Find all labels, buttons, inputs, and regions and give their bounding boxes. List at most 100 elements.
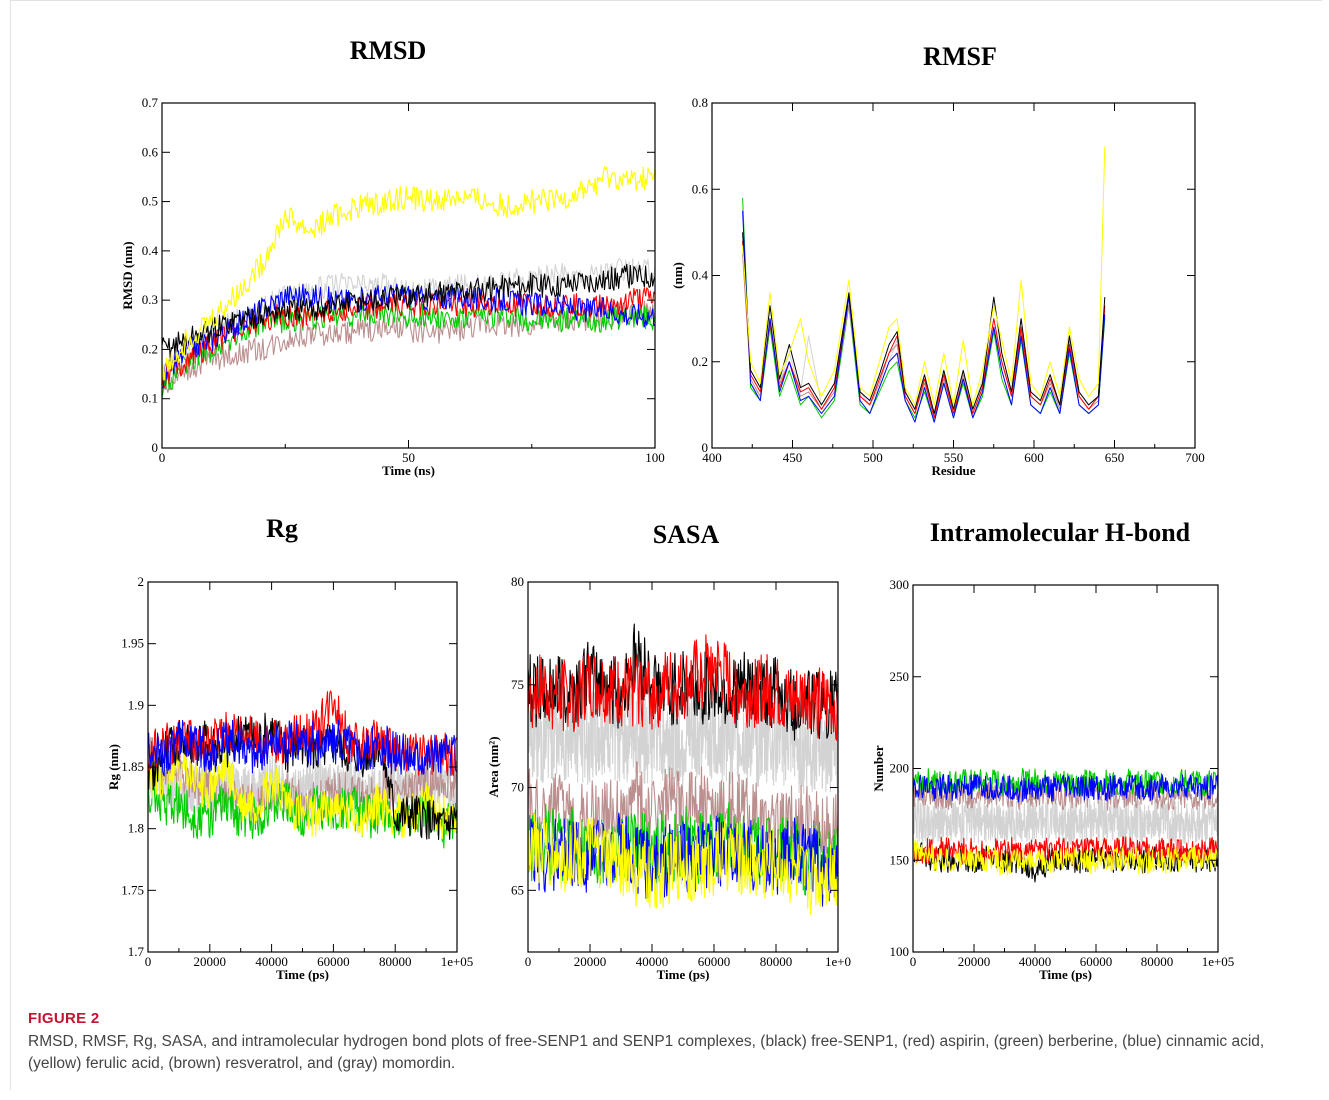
rmsf-series-line xyxy=(742,197,1106,423)
figure-frame xyxy=(10,0,1322,1090)
hbond-plot-area xyxy=(913,768,1218,883)
hbond-y-tick-label: 100 xyxy=(890,944,910,959)
rmsf-x-tick-label: 650 xyxy=(1105,450,1125,465)
rmsd-y-tick-label: 0.1 xyxy=(142,391,158,406)
sasa-y-tick-label: 70 xyxy=(511,780,524,795)
rg-y-tick-label: 1.95 xyxy=(121,636,144,651)
rg-y-tick-label: 1.75 xyxy=(121,882,144,897)
figure-caption: FIGURE 2 RMSD, RMSF, Rg, SASA, and intra… xyxy=(28,1010,1308,1075)
rmsd-y-axis-label: RMSD (nm) xyxy=(120,241,135,309)
rg-y-tick-label: 1.9 xyxy=(128,697,144,712)
rg-x-tick-label: 80000 xyxy=(379,954,412,969)
rmsf-y-tick-label: 0.6 xyxy=(692,181,709,196)
plots-canvas: 0 50 100 0 0.1 0.2 0.3 0.4 0.5 0.6 0.7 Time (ns) RMS… xyxy=(106,95,1234,982)
rg-x-tick-label: 0 xyxy=(145,954,152,969)
sasa-y-axis-label: Area (nm²) xyxy=(486,736,501,797)
hbond-x-axis-label: Time (ps) xyxy=(1039,967,1092,982)
rmsf-y-tick-label: 0 xyxy=(702,440,709,455)
sasa-chart: 0 20000 40000 60000 80000 1e+0 65 70 75 80 Time (p… xyxy=(486,574,851,982)
rmsf-title: RMSF xyxy=(923,42,997,71)
rg-title: Rg xyxy=(266,514,298,543)
sasa-title: SASA xyxy=(652,520,720,549)
sasa-y-tick-label: 65 xyxy=(511,882,524,897)
hbond-y-tick-label: 250 xyxy=(890,669,910,684)
rmsf-x-tick-label: 700 xyxy=(1185,450,1205,465)
sasa-x-tick-label: 80000 xyxy=(760,954,793,969)
rg-y-tick-label: 1.7 xyxy=(128,944,145,959)
sasa-x-tick-label: 1e+0 xyxy=(825,954,851,969)
hbond-y-axis-label: Number xyxy=(871,745,886,791)
sasa-x-axis-label: Time (ps) xyxy=(657,967,710,982)
rmsd-x-tick-label: 50 xyxy=(402,450,415,465)
rmsd-y-tick-label: 0.7 xyxy=(142,95,159,110)
hbond-chart: 0 20000 40000 60000 80000 1e+05 100 150 200 250 30… xyxy=(871,577,1234,982)
rmsd-x-tick-label: 0 xyxy=(159,450,166,465)
rmsd-chart: 0 50 100 0 0.1 0.2 0.3 0.4 0.5 0.6 0.7 Time (ns) RMS… xyxy=(120,95,665,478)
hbond-y-tick-label: 200 xyxy=(890,761,910,776)
rmsd-x-axis-label: Time (ns) xyxy=(382,463,435,478)
rmsd-y-tick-label: 0.6 xyxy=(142,144,159,159)
rmsd-series-line xyxy=(162,302,655,399)
hbond-x-tick-label: 20000 xyxy=(958,954,991,969)
hbond-y-tick-label: 300 xyxy=(890,577,910,592)
hbond-axes-frame xyxy=(912,584,1219,953)
rg-y-tick-label: 1.85 xyxy=(121,759,144,774)
rmsf-x-tick-label: 550 xyxy=(944,450,964,465)
rg-y-tick-label: 1.8 xyxy=(128,821,144,836)
rmsd-y-tick-label: 0.5 xyxy=(142,194,158,209)
rmsf-x-axis-label: Residue xyxy=(931,463,975,478)
rmsf-axes-frame xyxy=(711,102,1196,449)
hbond-series-line xyxy=(913,836,1218,865)
rmsd-plot-area xyxy=(162,166,655,399)
rmsf-series-line xyxy=(742,232,1106,414)
rg-y-axis-label: Rg (nm) xyxy=(106,744,121,790)
rmsf-x-tick-label: 500 xyxy=(863,450,883,465)
rmsf-y-tick-label: 0.2 xyxy=(692,354,708,369)
rg-x-tick-label: 1e+05 xyxy=(441,954,474,969)
hbond-x-tick-label: 1e+05 xyxy=(1202,954,1235,969)
rmsf-series-line xyxy=(742,210,1106,423)
rmsf-plot-area xyxy=(742,146,1106,423)
rmsf-series-line xyxy=(742,253,1106,419)
rmsd-title: RMSD xyxy=(349,36,427,65)
rmsf-x-tick-label: 400 xyxy=(702,450,722,465)
sasa-series-line xyxy=(528,813,838,915)
figure-label: FIGURE 2 xyxy=(28,1010,100,1027)
hbond-x-tick-label: 80000 xyxy=(1141,954,1174,969)
rmsd-series-line xyxy=(162,263,655,359)
hbond-x-tick-label: 60000 xyxy=(1080,954,1113,969)
rmsd-series-line xyxy=(162,283,655,389)
rmsd-series-line xyxy=(162,166,655,382)
sasa-y-tick-label: 75 xyxy=(511,677,524,692)
hbond-x-tick-label: 40000 xyxy=(1019,954,1052,969)
sasa-x-tick-label: 60000 xyxy=(698,954,731,969)
rmsf-y-axis-label: (nm) xyxy=(670,262,685,289)
hbond-title: Intramolecular H-bond xyxy=(929,518,1191,547)
hbond-series-line xyxy=(913,798,1218,846)
rg-x-tick-label: 40000 xyxy=(255,954,288,969)
rmsd-y-tick-label: 0.4 xyxy=(142,243,159,258)
sasa-x-tick-label: 40000 xyxy=(636,954,669,969)
rg-y-tick-label: 2 xyxy=(138,574,145,589)
rg-x-tick-label: 60000 xyxy=(317,954,350,969)
rg-series-line xyxy=(148,719,457,777)
sasa-y-tick-label: 80 xyxy=(511,574,524,589)
sasa-series-line xyxy=(528,634,838,741)
rg-series-line xyxy=(148,712,457,841)
hbond-series-line xyxy=(913,773,1218,803)
rmsf-y-tick-label: 0.4 xyxy=(692,268,709,283)
caption-text: RMSD, RMSF, Rg, SASA, and intramolecular… xyxy=(28,1033,1265,1072)
rg-x-tick-label: 20000 xyxy=(194,954,227,969)
hbond-y-tick-label: 150 xyxy=(890,852,910,867)
hbond-series-line xyxy=(913,839,1218,876)
sasa-plot-area xyxy=(528,623,838,915)
sasa-x-tick-label: 0 xyxy=(525,954,532,969)
rmsf-chart: 400 450 500 550 600 650 700 0 0.2 0.4 0.6 0.8 Residu… xyxy=(670,95,1205,478)
rmsf-y-tick-label: 0.8 xyxy=(692,95,708,110)
rmsd-y-tick-label: 0.3 xyxy=(142,292,158,307)
rmsf-x-tick-label: 600 xyxy=(1024,450,1044,465)
rg-chart: 0 20000 40000 60000 80000 1e+05 1.7 1.75 1.8 1.85… xyxy=(106,574,473,982)
rmsf-x-tick-label: 450 xyxy=(783,450,803,465)
rg-x-axis-label: Time (ps) xyxy=(276,967,329,982)
rmsf-series-line xyxy=(742,240,1106,419)
